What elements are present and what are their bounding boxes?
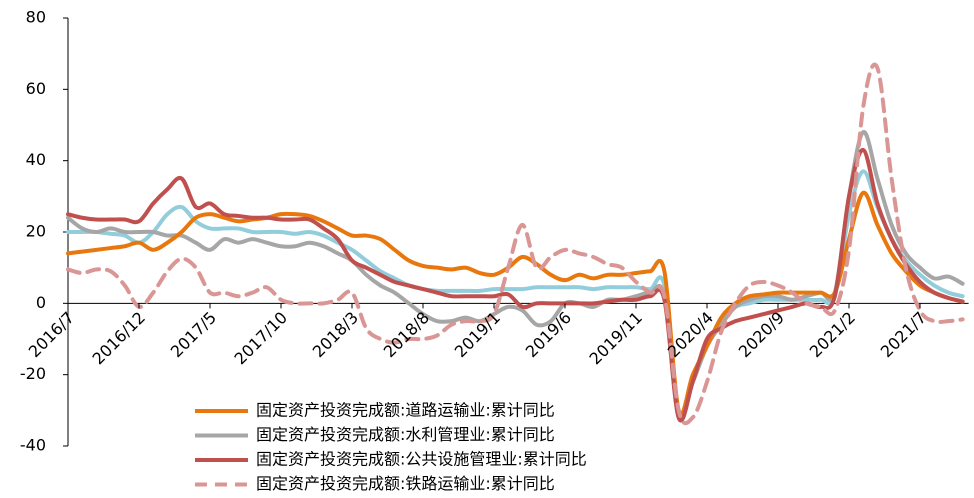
y-tick-label: -20	[20, 364, 46, 383]
x-tick-label: 2016/7	[25, 308, 78, 361]
x-tick-label: 2018/8	[380, 308, 433, 361]
series-line	[66, 147, 965, 423]
y-tick-label: 80	[26, 8, 46, 27]
y-tick-label: 0	[36, 293, 46, 312]
x-tick-label: 2016/12	[89, 308, 149, 368]
x-tick-label: 2019/11	[586, 308, 646, 368]
y-tick-label: -40	[20, 436, 46, 455]
y-tick-label: 40	[26, 150, 46, 169]
x-tick-label: 2018/3	[309, 308, 362, 361]
x-tick-label: 2021/2	[806, 308, 859, 361]
x-tick-label: 2017/5	[167, 308, 220, 361]
series-line	[66, 62, 965, 426]
legend-label: 固定资产投资完成额:铁路运输业:累计同比	[256, 474, 555, 493]
y-tick-label: 20	[26, 222, 46, 241]
legend-label: 固定资产投资完成额:水利管理业:累计同比	[256, 425, 555, 444]
legend-label: 固定资产投资完成额:公共设施管理业:累计同比	[256, 450, 587, 469]
legend-label: 固定资产投资完成额:道路运输业:累计同比	[256, 401, 555, 420]
y-tick-label: 60	[26, 79, 46, 98]
legend: 固定资产投资完成额:道路运输业:累计同比固定资产投资完成额:水利管理业:累计同比…	[195, 401, 587, 493]
x-tick-label: 2017/10	[231, 308, 291, 368]
x-tick-label: 2021/7	[877, 308, 930, 361]
x-tick-label: 2019/1	[451, 308, 504, 361]
series-line	[66, 190, 965, 417]
series-line	[66, 169, 965, 417]
